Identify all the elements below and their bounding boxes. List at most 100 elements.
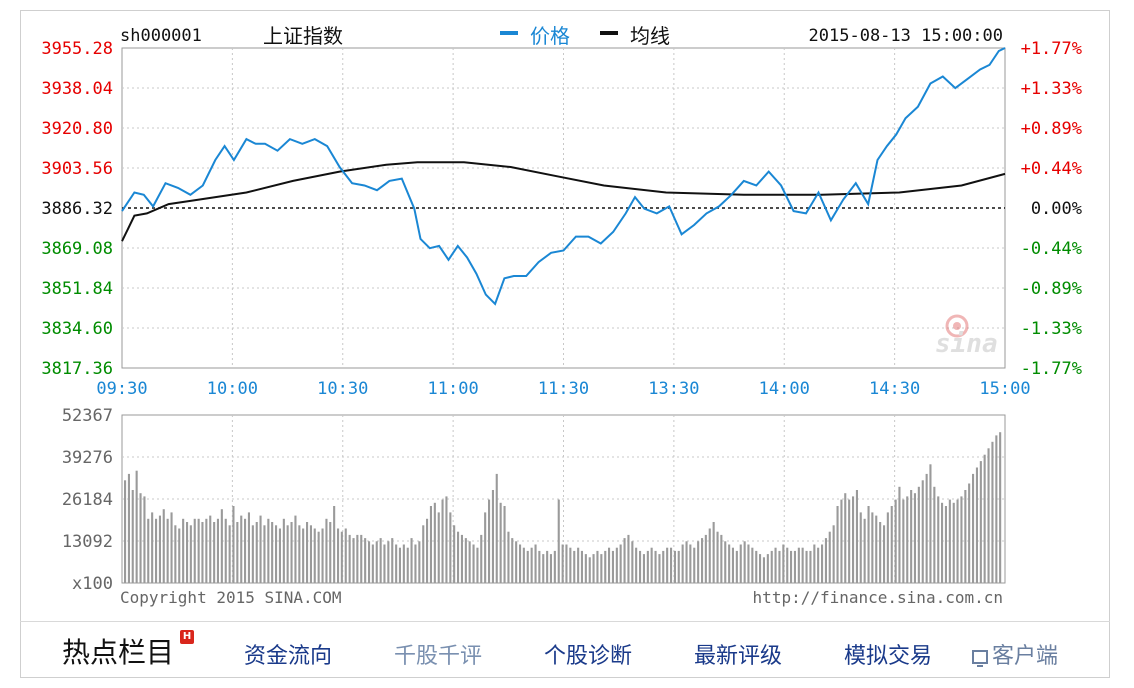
volume-bar	[929, 464, 932, 583]
volume-bar	[232, 506, 235, 583]
nav-link-latest-rating[interactable]: 最新评级	[694, 644, 783, 669]
volume-bar	[255, 522, 258, 583]
volume-bar	[259, 515, 262, 583]
volume-bar	[693, 547, 696, 583]
y-tick-left: 3851.84	[41, 279, 113, 299]
volume-bar	[131, 490, 134, 583]
y-tick-left: 3938.04	[41, 79, 113, 99]
volume-bar	[995, 435, 998, 583]
volume-bar	[468, 541, 471, 583]
y-tick-left: 3869.08	[41, 239, 113, 259]
y-tick-left: 3834.60	[41, 319, 113, 339]
volume-bar	[805, 550, 808, 583]
nav-link-simulated-trading[interactable]: 模拟交易	[844, 644, 933, 669]
volume-bar	[972, 473, 975, 583]
volume-bar	[429, 506, 432, 583]
y-tick-right: -0.89%	[1021, 279, 1082, 299]
volume-bar	[728, 544, 731, 583]
volume-bar	[534, 544, 537, 583]
volume-bar	[170, 512, 173, 583]
x-tick: 10:30	[317, 379, 368, 399]
volume-bar	[615, 547, 618, 583]
volume-bar	[960, 496, 963, 583]
legend-price-swatch	[500, 31, 518, 35]
volume-bar	[507, 531, 510, 583]
volume-bar	[340, 531, 343, 583]
client-link[interactable]: 客户端	[972, 638, 1058, 670]
volume-bar	[654, 550, 657, 583]
volume-bar	[987, 448, 990, 583]
volume-bar	[952, 502, 955, 583]
volume-bar	[623, 538, 626, 583]
volume-bar	[453, 525, 456, 583]
legend-avg-swatch	[600, 31, 618, 35]
legend-price-label: 价格	[530, 24, 570, 48]
volume-bar	[209, 515, 212, 583]
volume-bar	[530, 547, 533, 583]
volume-bar	[925, 473, 928, 583]
volume-bar	[158, 515, 161, 583]
volume-bar	[263, 525, 266, 583]
volume-bar	[290, 522, 293, 583]
volume-bar	[391, 538, 394, 583]
volume-bar	[662, 550, 665, 583]
volume-bar	[205, 518, 208, 583]
volume-bar	[941, 502, 944, 583]
volume-bar	[983, 454, 986, 583]
volume-bars	[124, 432, 1002, 583]
nav-link-stock-diagnosis[interactable]: 个股诊断	[544, 644, 633, 669]
y-tick-left: 3817.36	[41, 359, 113, 379]
volume-bar	[852, 496, 855, 583]
volume-bar	[460, 534, 463, 583]
volume-bar	[855, 490, 858, 583]
volume-bar	[906, 496, 909, 583]
source-url: http://finance.sina.com.cn	[753, 588, 1003, 607]
volume-bar	[383, 544, 386, 583]
y-tick-left: 3886.32	[41, 199, 113, 219]
volume-bar	[325, 518, 328, 583]
volume-bar	[282, 518, 285, 583]
volume-bar	[155, 518, 158, 583]
monitor-icon	[972, 650, 988, 667]
volume-bar	[329, 522, 332, 583]
volume-bar	[964, 490, 967, 583]
volume-bar	[611, 550, 614, 583]
volume-bar	[538, 550, 541, 583]
volume-bar	[886, 512, 889, 583]
nav-link-fund-flow[interactable]: 资金流向	[244, 644, 333, 669]
sina-watermark: sina	[935, 329, 998, 359]
volume-bar	[371, 544, 374, 583]
volume-bar	[352, 538, 355, 583]
volume-bar	[573, 550, 576, 583]
volume-bar	[917, 486, 920, 583]
volume-bar	[631, 541, 634, 583]
hot-columns-bar: 热点栏目 H 资金流向 千股千评 个股诊断 最新评级 模拟交易 客户端	[20, 621, 1110, 678]
volume-bar	[859, 512, 862, 583]
volume-bar	[313, 528, 316, 583]
volume-bar	[774, 547, 777, 583]
volume-bar	[689, 544, 692, 583]
volume-bar	[511, 538, 514, 583]
price-line	[121, 47, 1006, 306]
volume-bar	[368, 541, 371, 583]
volume-bar	[186, 522, 189, 583]
nav-link-stock-review[interactable]: 千股千评	[394, 644, 483, 669]
volume-bar	[956, 499, 959, 583]
volume-bar	[503, 506, 506, 583]
volume-bar	[755, 550, 758, 583]
volume-tick: 26184	[62, 490, 113, 510]
volume-bar	[166, 518, 169, 583]
volume-bar	[457, 531, 460, 583]
volume-bar	[344, 528, 347, 583]
volume-bar	[406, 547, 409, 583]
volume-bar	[759, 554, 762, 583]
y-tick-right: -1.77%	[1021, 359, 1082, 379]
volume-bar	[321, 528, 324, 583]
volume-bar	[646, 550, 649, 583]
volume-bar	[519, 544, 522, 583]
volume-bar	[143, 496, 146, 583]
volume-bar	[604, 550, 607, 583]
volume-bar	[228, 525, 231, 583]
volume-bar	[151, 512, 154, 583]
volume-bar	[549, 554, 552, 583]
